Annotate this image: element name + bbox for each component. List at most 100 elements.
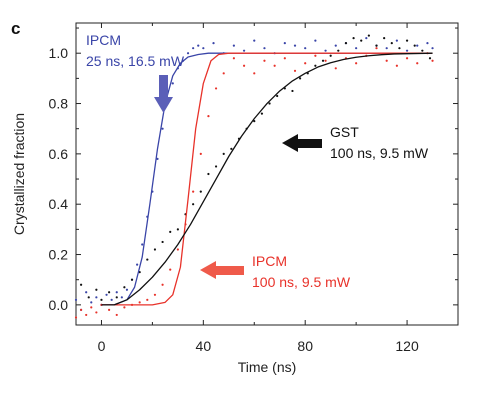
data-point-series-1 xyxy=(79,308,83,311)
data-point-series-2 xyxy=(260,112,264,115)
data-point-series-1 xyxy=(95,311,98,314)
x-axis-title: Time (ns) xyxy=(238,359,297,375)
data-point-series-2 xyxy=(352,37,355,40)
data-point-series-2 xyxy=(299,77,302,80)
data-point-series-2 xyxy=(153,248,157,251)
arrow-left-icon xyxy=(200,261,244,279)
data-point-series-0 xyxy=(304,47,307,50)
data-point-series-0 xyxy=(405,49,409,52)
data-point-series-2 xyxy=(375,44,378,47)
data-point-series-2 xyxy=(390,42,393,45)
data-point-series-2 xyxy=(95,288,98,291)
data-point-series-2 xyxy=(87,296,90,299)
data-point-series-1 xyxy=(304,62,307,65)
data-point-series-1 xyxy=(263,59,266,62)
y-tick-label: 0.8 xyxy=(49,96,69,112)
data-point-series-1 xyxy=(416,62,419,65)
data-point-series-0 xyxy=(212,42,215,45)
data-point-series-2 xyxy=(421,49,424,52)
data-point-series-2 xyxy=(130,278,134,281)
data-point-series-1 xyxy=(108,308,111,311)
data-point-series-2 xyxy=(108,291,111,294)
data-points xyxy=(74,34,434,319)
data-point-series-1 xyxy=(161,283,164,286)
data-point-series-2 xyxy=(413,44,416,47)
annotation-ipcm-25ns-title: IPCM xyxy=(86,32,121,48)
data-point-series-1 xyxy=(85,313,88,317)
data-point-series-0 xyxy=(110,298,113,301)
data-point-series-0 xyxy=(242,49,246,52)
data-point-series-1 xyxy=(431,59,434,62)
data-point-series-2 xyxy=(123,286,126,289)
data-point-series-0 xyxy=(324,49,327,52)
data-point-series-2 xyxy=(207,172,210,176)
data-point-series-0 xyxy=(115,291,118,294)
data-point-series-0 xyxy=(395,39,398,42)
data-point-series-0 xyxy=(232,44,235,47)
annotation-ipcm-100ns-params: 100 ns, 9.5 mW xyxy=(252,274,351,290)
data-point-series-1 xyxy=(146,298,149,301)
data-point-series-0 xyxy=(90,301,93,304)
data-point-series-0 xyxy=(136,263,139,266)
plot-frame xyxy=(75,22,459,326)
data-point-series-2 xyxy=(360,39,363,42)
data-point-series-2 xyxy=(176,228,179,231)
data-point-series-2 xyxy=(268,102,271,105)
y-tick-label: 0.4 xyxy=(49,196,69,212)
data-point-series-2 xyxy=(329,54,332,57)
data-point-series-1 xyxy=(293,69,297,72)
data-point-series-0 xyxy=(161,127,164,130)
data-point-series-1 xyxy=(375,47,378,50)
data-point-series-2 xyxy=(344,42,348,45)
data-point-series-0 xyxy=(197,44,200,47)
data-point-series-1 xyxy=(176,248,179,251)
x-tick-label: 0 xyxy=(98,338,106,354)
axis-ticks xyxy=(76,23,459,325)
data-point-series-2 xyxy=(253,120,256,123)
data-point-series-2 xyxy=(100,298,103,301)
data-point-series-1 xyxy=(123,306,126,309)
y-axis-title: Crystallized fraction xyxy=(11,113,27,235)
data-point-series-2 xyxy=(214,165,218,168)
arrow-left-icon xyxy=(282,134,322,152)
annotation-ipcm-25ns: IPCM 25 ns, 16.5 mW xyxy=(86,32,185,113)
data-point-series-0 xyxy=(156,157,159,160)
data-point-series-0 xyxy=(385,47,388,50)
data-point-series-2 xyxy=(222,152,225,155)
annotation-ipcm-100ns: IPCM 100 ns, 9.5 mW xyxy=(200,253,351,290)
arrow-down-icon xyxy=(154,75,173,113)
data-point-series-0 xyxy=(263,47,266,50)
data-point-series-0 xyxy=(202,47,205,50)
data-point-series-1 xyxy=(222,72,225,75)
data-point-series-0 xyxy=(293,44,297,47)
data-point-series-0 xyxy=(74,298,78,301)
data-point-series-0 xyxy=(416,44,419,47)
data-point-series-2 xyxy=(321,59,325,62)
data-point-series-2 xyxy=(398,47,401,50)
y-tick-label: 0.0 xyxy=(49,297,69,313)
data-point-series-2 xyxy=(79,283,83,286)
data-point-series-1 xyxy=(334,67,337,70)
plot-area: 0 40 80 120 0.0 0.2 0.4 0.6 0.8 1.0 xyxy=(49,22,459,354)
data-point-series-2 xyxy=(161,240,164,244)
data-point-series-1 xyxy=(207,115,210,118)
data-point-series-0 xyxy=(125,288,129,291)
data-point-series-1 xyxy=(232,57,235,60)
data-point-series-2 xyxy=(199,190,202,193)
y-tick-label: 0.6 xyxy=(49,146,69,162)
data-point-series-0 xyxy=(171,82,174,85)
annotation-gst-title: GST xyxy=(330,124,359,140)
data-point-series-0 xyxy=(365,37,368,40)
axis-tick-labels: 0 40 80 120 0.0 0.2 0.4 0.6 0.8 1.0 xyxy=(49,45,419,354)
data-point-series-0 xyxy=(105,293,108,296)
data-point-series-1 xyxy=(405,57,409,60)
x-tick-label: 120 xyxy=(395,338,419,354)
data-point-series-2 xyxy=(192,203,195,206)
data-point-series-1 xyxy=(242,64,246,67)
data-point-series-1 xyxy=(324,59,327,62)
x-tick-label: 40 xyxy=(196,338,212,354)
data-point-series-1 xyxy=(214,87,218,90)
annotation-gst-params: 100 ns, 9.5 mW xyxy=(330,145,429,161)
data-point-series-2 xyxy=(337,49,340,52)
